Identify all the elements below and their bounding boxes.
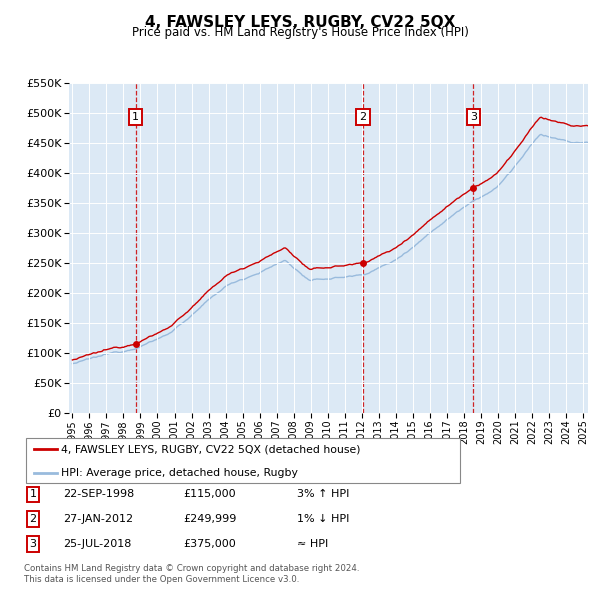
Text: 3% ↑ HPI: 3% ↑ HPI <box>297 490 349 499</box>
Text: 1: 1 <box>132 112 139 122</box>
Text: 4, FAWSLEY LEYS, RUGBY, CV22 5QX (detached house): 4, FAWSLEY LEYS, RUGBY, CV22 5QX (detach… <box>61 444 361 454</box>
Text: 1: 1 <box>29 490 37 499</box>
Text: £115,000: £115,000 <box>183 490 236 499</box>
Text: 25-JUL-2018: 25-JUL-2018 <box>63 539 131 549</box>
Text: 4, FAWSLEY LEYS, RUGBY, CV22 5QX: 4, FAWSLEY LEYS, RUGBY, CV22 5QX <box>145 15 455 30</box>
Text: 22-SEP-1998: 22-SEP-1998 <box>63 490 134 499</box>
Text: 2: 2 <box>29 514 37 524</box>
Text: £249,999: £249,999 <box>183 514 236 524</box>
Text: Price paid vs. HM Land Registry's House Price Index (HPI): Price paid vs. HM Land Registry's House … <box>131 26 469 39</box>
Text: This data is licensed under the Open Government Licence v3.0.: This data is licensed under the Open Gov… <box>24 575 299 584</box>
Text: £375,000: £375,000 <box>183 539 236 549</box>
Text: ≈ HPI: ≈ HPI <box>297 539 328 549</box>
Text: Contains HM Land Registry data © Crown copyright and database right 2024.: Contains HM Land Registry data © Crown c… <box>24 565 359 573</box>
Text: 1% ↓ HPI: 1% ↓ HPI <box>297 514 349 524</box>
FancyBboxPatch shape <box>26 438 460 483</box>
Text: 2: 2 <box>359 112 367 122</box>
Text: HPI: Average price, detached house, Rugby: HPI: Average price, detached house, Rugb… <box>61 468 298 478</box>
Text: 27-JAN-2012: 27-JAN-2012 <box>63 514 133 524</box>
Text: 3: 3 <box>29 539 37 549</box>
Text: 3: 3 <box>470 112 477 122</box>
